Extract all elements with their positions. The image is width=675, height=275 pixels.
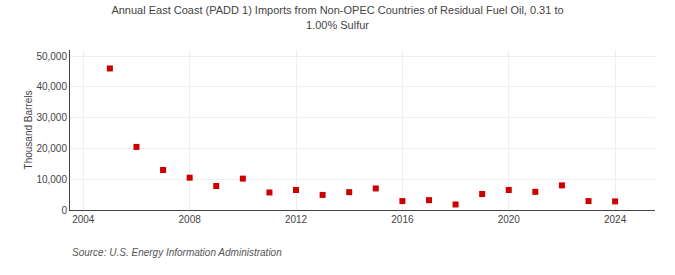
svg-text:Annual East Coast (PADD 1) Imp: Annual East Coast (PADD 1) Imports from … [111,4,563,30]
svg-text:2016: 2016 [391,214,414,225]
svg-text:Thousand Barrels: Thousand Barrels [23,91,34,170]
svg-text:30,000: 30,000 [36,112,67,123]
svg-text:2020: 2020 [498,214,521,225]
svg-text:40,000: 40,000 [36,81,67,92]
svg-text:20,000: 20,000 [36,143,67,154]
svg-text:10,000: 10,000 [36,174,67,185]
svg-text:2008: 2008 [179,214,202,225]
svg-text:Source: U.S. Energy Informatio: Source: U.S. Energy Information Administ… [72,247,282,258]
svg-text:2012: 2012 [285,214,308,225]
svg-text:0: 0 [61,205,67,216]
svg-text:2004: 2004 [72,214,95,225]
svg-text:2024: 2024 [604,214,627,225]
svg-text:50,000: 50,000 [36,51,67,62]
